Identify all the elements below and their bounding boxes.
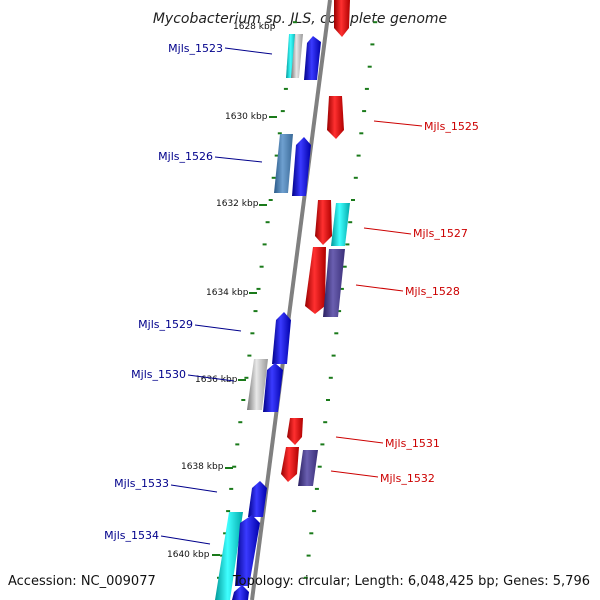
gene-mjls-1529[interactable] (272, 312, 291, 364)
label-mjls-1527[interactable]: Mjls_1527 (413, 227, 468, 240)
gene-mjls-1525[interactable] (327, 96, 344, 139)
gene-mjls-1524[interactable] (334, 0, 350, 37)
leader-mjls-1527 (363, 227, 412, 235)
topology-info: Topology: circular; Length: 6,048,425 bp… (232, 574, 590, 589)
label-mjls-1533[interactable]: Mjls_1533 (114, 477, 169, 490)
leader-mjls-1523 (224, 47, 273, 55)
label-mjls-1534[interactable]: Mjls_1534 (104, 529, 159, 542)
leader-mjls-1533 (170, 484, 218, 493)
label-leaders (160, 47, 423, 545)
leader-mjls-1532 (330, 470, 379, 478)
kbp-label-1638: 1638 kbp (181, 462, 224, 472)
label-mjls-1526[interactable]: Mjls_1526 (158, 150, 213, 163)
gene-mjls-1534[interactable] (235, 515, 260, 586)
leader-mjls-1531 (335, 436, 384, 444)
gene-mjls-1532-slate[interactable] (298, 450, 318, 486)
gene-mjls-1523[interactable] (304, 36, 321, 80)
gene-mjls-1533[interactable] (248, 481, 267, 517)
leader-mjls-1530 (187, 374, 235, 382)
gene-mjls-1528[interactable] (305, 247, 326, 314)
gene-labels: Mjls_1523 Mjls_1526 Mjls_1529 Mjls_1530 … (104, 42, 479, 542)
gene-mjls-1527[interactable] (315, 200, 332, 245)
leader-mjls-1529 (194, 324, 242, 332)
gene-mjls-1528-slate[interactable] (323, 249, 345, 317)
kbp-label-1628: 1628 kbp (233, 22, 276, 32)
reverse-strand-genes (281, 0, 350, 486)
leader-mjls-1534 (160, 535, 211, 545)
label-mjls-1525[interactable]: Mjls_1525 (424, 120, 479, 133)
kbp-label-1636: 1636 kbp (195, 375, 238, 385)
leader-mjls-1528 (355, 284, 404, 292)
kbp-scale: 1628 kbp 1630 kbp 1632 kbp 1634 kbp 1636… (167, 22, 277, 560)
label-mjls-1532[interactable]: Mjls_1532 (380, 472, 435, 485)
kbp-label-1632: 1632 kbp (216, 199, 259, 209)
label-mjls-1530[interactable]: Mjls_1530 (131, 368, 186, 381)
gene-mjls-1531[interactable] (287, 418, 303, 445)
label-mjls-1531[interactable]: Mjls_1531 (385, 437, 440, 450)
tick-rails (217, 21, 378, 579)
gene-mjls-1526[interactable] (292, 137, 311, 196)
label-mjls-1529[interactable]: Mjls_1529 (138, 318, 193, 331)
gene-mjls-1532[interactable] (281, 447, 299, 482)
leader-mjls-1525 (373, 120, 423, 127)
gene-mjls-1523-gray[interactable] (291, 34, 303, 78)
accession-info: Accession: NC_009077 (8, 574, 156, 589)
leader-mjls-1526 (214, 156, 263, 163)
gene-mjls-1527-cyan[interactable] (331, 203, 350, 246)
label-mjls-1528[interactable]: Mjls_1528 (405, 285, 460, 298)
gene-mjls-1535[interactable] (232, 585, 249, 600)
forward-strand-genes (215, 34, 321, 600)
kbp-label-1640: 1640 kbp (167, 550, 210, 560)
genome-title: Mycobacterium sp. JLS, complete genome (153, 11, 447, 27)
kbp-label-1634: 1634 kbp (206, 288, 249, 298)
kbp-label-1630: 1630 kbp (225, 112, 268, 122)
gene-mjls-1534-cyan[interactable] (215, 512, 243, 600)
gene-mjls-1530[interactable] (263, 363, 283, 412)
gene-mjls-1526-steel[interactable] (274, 134, 293, 193)
gene-mjls-1530-gray[interactable] (247, 359, 268, 410)
label-mjls-1523[interactable]: Mjls_1523 (168, 42, 223, 55)
